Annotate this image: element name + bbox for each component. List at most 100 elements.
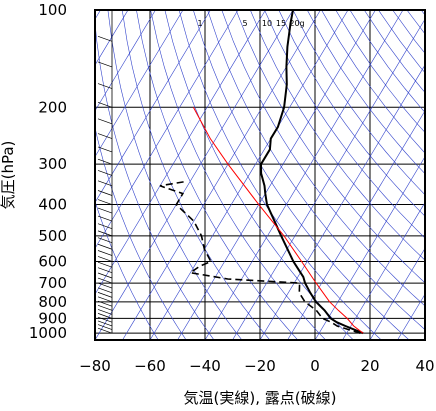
isotherm-line <box>424 339 425 340</box>
wind-barb <box>97 170 113 176</box>
wind-barb <box>97 101 113 108</box>
wind-barb <box>97 327 113 334</box>
isotherm-line <box>95 10 156 112</box>
isotherm-line <box>149 10 349 340</box>
y-axis-title: 気圧(hPa) <box>0 141 17 210</box>
parcel-path-line <box>192 107 364 334</box>
dry-adiabat-line <box>406 10 425 35</box>
dry-adiabat-line <box>164 10 354 340</box>
wind-barb <box>97 309 113 315</box>
dry-adiabat-line <box>278 10 425 217</box>
y-tick-label: 800 <box>38 293 67 311</box>
isotherm-line <box>95 10 184 158</box>
plot-frame <box>94 9 426 341</box>
wind-barb <box>97 243 113 250</box>
wind-barb <box>97 199 113 205</box>
dry-adiabat-line <box>420 10 425 16</box>
dry-adiabat-line <box>207 10 425 330</box>
wind-barb <box>97 61 113 68</box>
dry-adiabat-line <box>349 10 425 113</box>
y-tick-label: 400 <box>38 196 67 214</box>
dry-adiabat-line <box>121 10 271 340</box>
wind-barb <box>97 272 113 279</box>
wind-barb <box>97 146 113 153</box>
isotherm-line <box>232 18 425 340</box>
y-tick-label: 700 <box>38 274 67 292</box>
dewpoint-line <box>159 180 361 334</box>
wind-barb <box>97 296 113 303</box>
x-tick-label: −60 <box>134 357 166 375</box>
y-tick-label: 1000 <box>29 324 67 342</box>
dry-adiabat-line <box>250 10 425 261</box>
wind-barb <box>97 305 113 311</box>
wind-barb <box>97 35 113 42</box>
wind-barb <box>97 230 113 237</box>
dry-adiabat-line <box>264 10 425 239</box>
wind-barb <box>97 277 113 284</box>
wind-barb <box>97 313 113 319</box>
profile-lines <box>159 10 364 335</box>
wind-barb <box>97 324 113 330</box>
x-tick-label: −80 <box>79 357 111 375</box>
isotherm-adiabat-lines <box>95 10 425 340</box>
wind-barb <box>97 207 113 214</box>
dry-adiabat-line <box>292 10 425 196</box>
mixing-ratio-label: 15 <box>276 19 286 28</box>
wind-barb <box>97 267 113 274</box>
dry-adiabat-line <box>378 10 425 74</box>
mixing-ratio-label: 10 <box>262 19 272 28</box>
dry-adiabat-line <box>136 10 298 340</box>
dry-adiabat-line <box>321 10 425 154</box>
wind-barbs <box>97 10 113 334</box>
isotherm-line <box>397 293 425 340</box>
wind-barb <box>97 133 113 139</box>
isotherm-line <box>369 247 425 340</box>
dry-adiabat-line <box>235 10 425 284</box>
wind-barb <box>97 292 113 298</box>
dry-adiabat-line <box>150 10 326 340</box>
wind-barb <box>97 237 113 244</box>
dry-adiabat-line <box>178 10 382 340</box>
y-tick-label: 300 <box>38 155 67 173</box>
x-tick-label: 40 <box>415 357 434 375</box>
wind-barb <box>97 300 113 307</box>
y-tick-label: 200 <box>38 98 67 116</box>
y-tick-label: 500 <box>38 227 67 245</box>
dry-adiabat-line <box>335 10 425 133</box>
dry-adiabat-line <box>306 10 425 175</box>
mixing-ratio-labels: 1 5 10 15 20g <box>197 19 304 28</box>
isotherm-line <box>342 201 425 340</box>
y-tick-label: 100 <box>38 1 67 19</box>
x-tick-label: −40 <box>189 357 221 375</box>
x-tick-label: 0 <box>310 357 320 375</box>
dry-adiabat-line <box>95 200 159 340</box>
wind-barb <box>97 180 113 187</box>
mixing-ratio-label: 5 <box>242 19 247 28</box>
isotherm-line <box>95 10 266 295</box>
tick-labels: −80 −60 −40 −20 0 20 40 100 200 300 400 500 600 70080… <box>29 1 435 375</box>
isotherm-line <box>314 156 425 340</box>
isotherm-line <box>259 64 425 340</box>
wind-barb <box>97 223 113 230</box>
wind-barb <box>97 215 113 222</box>
y-tick-label: 900 <box>38 309 67 327</box>
temperature-line <box>259 10 364 335</box>
mixing-ratio-label: 20g <box>289 19 304 28</box>
isotherm-line <box>177 10 376 340</box>
wind-barb <box>97 282 113 289</box>
dry-adiabat-line <box>193 10 410 340</box>
dry-adiabat-line <box>221 10 425 307</box>
dry-adiabat-line <box>95 20 215 340</box>
wind-barb <box>97 83 113 89</box>
wind-barb <box>97 250 113 256</box>
wind-barb <box>97 118 113 125</box>
wind-barb <box>97 190 113 196</box>
dry-adiabat-line <box>95 126 187 340</box>
isotherm-line <box>122 10 321 340</box>
dry-adiabat-line <box>107 10 243 340</box>
wind-barb <box>97 316 113 323</box>
wind-barb <box>97 320 113 327</box>
mixing-ratio-label: 1 <box>197 19 202 28</box>
isotherm-line <box>204 10 404 340</box>
